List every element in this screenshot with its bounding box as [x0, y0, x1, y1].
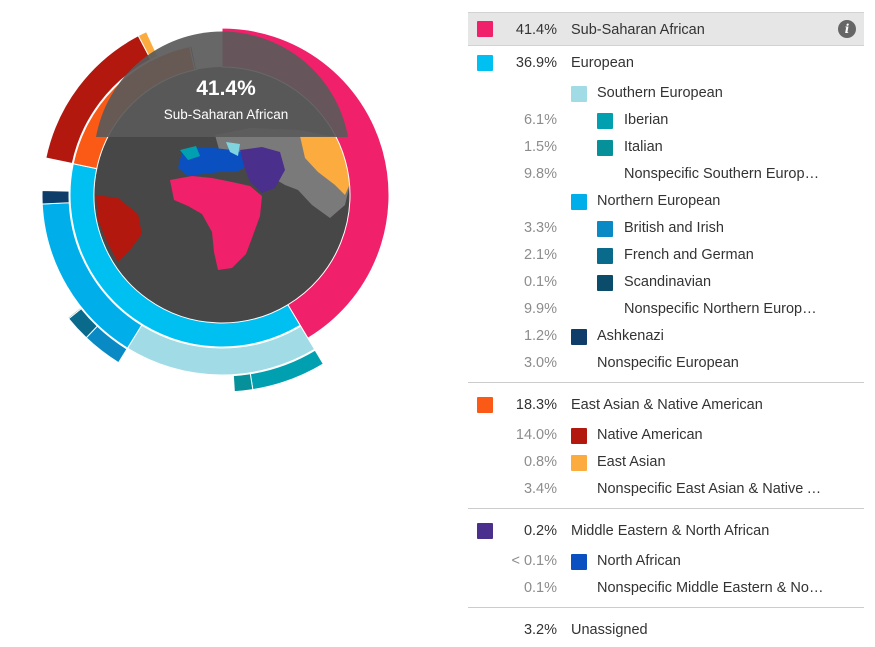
legend-percent: 3.4%	[523, 481, 557, 497]
legend-label: Italian	[624, 139, 663, 155]
legend-row-southern-european[interactable]: Southern European	[468, 80, 864, 107]
legend-percent: 3.3%	[523, 220, 557, 236]
map-region-east-asia	[300, 136, 350, 195]
map-region-south-america	[96, 195, 142, 262]
legend-row-british-and-irish[interactable]: 3.3% British and Irish	[468, 215, 864, 242]
legend-row-european[interactable]: 36.9% European	[468, 46, 864, 80]
legend-row-middle-eastern-north-african[interactable]: 0.2% Middle Eastern & North African	[468, 514, 864, 548]
swatch-native-american	[571, 427, 587, 444]
swatch-middle-eastern	[477, 523, 493, 539]
legend-label: Nonspecific Southern European	[624, 166, 820, 182]
center-label: Sub-Saharan African	[164, 107, 289, 122]
legend-label: Southern European	[597, 85, 723, 101]
legend-percent: < 0.1%	[511, 553, 557, 569]
ring2-ashkenazi[interactable]	[41, 189, 70, 205]
legend-row-northern-european[interactable]: Northern European	[468, 188, 864, 215]
legend-row-scandinavian[interactable]: 0.1% Scandinavian	[468, 269, 864, 296]
legend-percent: 0.8%	[523, 454, 557, 470]
legend-row-sub-saharan-african[interactable]: 41.4% Sub-Saharan African i	[468, 12, 864, 46]
legend-label: East Asian & Native American	[571, 397, 763, 413]
legend-label: Sub-Saharan African	[571, 22, 705, 38]
swatch-east-asian	[571, 454, 587, 471]
swatch-east-asian-native-american	[477, 397, 493, 413]
legend-percent: 3.2%	[523, 622, 557, 638]
legend-percent: 9.9%	[523, 301, 557, 317]
swatch-french-german	[597, 247, 613, 264]
legend-label: Nonspecific European	[597, 355, 739, 371]
legend-label: Nonspecific Middle Eastern & North Afric…	[597, 580, 824, 596]
legend-row-iberian[interactable]: 6.1% Iberian	[468, 107, 864, 134]
legend-label: British and Irish	[624, 220, 724, 236]
legend-label: East Asian	[597, 454, 666, 470]
legend-percent: 0.2%	[523, 523, 557, 539]
legend-row-east-asian-native-american[interactable]: 18.3% East Asian & Native American	[468, 388, 864, 422]
legend-divider	[468, 382, 864, 383]
legend-row-nonspecific-northern-european[interactable]: 9.9% Nonspecific Northern European	[468, 296, 864, 323]
legend-label: Nonspecific East Asian & Native American	[597, 481, 824, 497]
swatch-italian	[597, 139, 613, 156]
legend-percent: 14.0%	[515, 427, 557, 443]
legend-row-nonspecific-east-asian-native-american[interactable]: 3.4% Nonspecific East Asian & Native Ame…	[468, 476, 864, 503]
legend-label: Northern European	[597, 193, 721, 209]
swatch-british-irish	[597, 220, 613, 237]
legend-divider	[468, 508, 864, 509]
swatch-northern-european	[571, 193, 587, 210]
legend-row-ashkenazi[interactable]: 1.2% Ashkenazi	[468, 323, 864, 350]
ring3-italian[interactable]	[232, 373, 254, 393]
legend-label: Scandinavian	[624, 274, 712, 290]
legend-percent: 1.2%	[523, 328, 557, 344]
legend-label: Native American	[597, 427, 703, 443]
map-region-africa	[170, 176, 262, 270]
legend-row-nonspecific-southern-european[interactable]: 9.8% Nonspecific Southern European	[468, 161, 864, 188]
ancestry-rings[interactable]	[41, 18, 390, 393]
map-region-middle-east	[240, 147, 285, 193]
ancestry-composition-chart: 41.4% Sub-Saharan African	[0, 0, 440, 628]
center-label-band: 41.4% Sub-Saharan African	[96, 31, 348, 137]
legend-row-east-asian[interactable]: 0.8% East Asian	[468, 449, 864, 476]
legend-label: Nonspecific Northern European	[624, 301, 820, 317]
legend-row-nonspecific-european[interactable]: 3.0% Nonspecific European	[468, 350, 864, 377]
legend-label: North African	[597, 553, 681, 569]
legend-label: Unassigned	[571, 622, 648, 638]
legend-percent: 18.3%	[515, 397, 557, 413]
ring3-scandinavian[interactable]	[67, 307, 82, 320]
legend-row-nonspecific-middle-eastern[interactable]: 0.1% Nonspecific Middle Eastern & North …	[468, 575, 864, 602]
center-label-background	[96, 31, 348, 137]
legend-divider	[468, 607, 864, 608]
swatch-southern-european	[571, 85, 587, 102]
legend-percent: 0.1%	[523, 580, 557, 596]
map-region-italy	[226, 142, 240, 156]
swatch-scandinavian	[597, 274, 613, 291]
legend-row-north-african[interactable]: < 0.1% North African	[468, 548, 864, 575]
legend-percent: 6.1%	[523, 112, 557, 128]
ancestry-legend: 41.4% Sub-Saharan African i 36.9% Europe…	[468, 12, 864, 647]
swatch-ashkenazi	[571, 328, 587, 345]
legend-row-unassigned[interactable]: 3.2% Unassigned	[468, 613, 864, 647]
swatch-north-african	[571, 553, 587, 570]
legend-row-french-and-german[interactable]: 2.1% French and German	[468, 242, 864, 269]
swatch-sub-saharan	[477, 21, 493, 37]
legend-percent: 2.1%	[523, 247, 557, 263]
legend-label: Middle Eastern & North African	[571, 523, 770, 539]
legend-row-italian[interactable]: 1.5% Italian	[468, 134, 864, 161]
legend-label: Iberian	[624, 112, 669, 128]
legend-percent: 1.5%	[523, 139, 557, 155]
legend-percent: 41.4%	[515, 22, 557, 38]
legend-label: European	[571, 55, 634, 71]
legend-label: Ashkenazi	[597, 328, 664, 344]
center-percent: 41.4%	[196, 77, 256, 100]
legend-percent: 0.1%	[523, 274, 557, 290]
legend-percent: 36.9%	[515, 55, 557, 71]
ancestry-sunburst-svg: 41.4% Sub-Saharan African	[41, 18, 390, 393]
legend-percent: 3.0%	[523, 355, 557, 371]
map-region-iberia	[180, 146, 200, 160]
legend-label: French and German	[624, 247, 754, 263]
info-icon[interactable]: i	[838, 20, 856, 38]
legend-row-native-american[interactable]: 14.0% Native American	[468, 422, 864, 449]
swatch-european	[477, 55, 493, 71]
swatch-iberian	[597, 112, 613, 129]
legend-percent: 9.8%	[523, 166, 557, 182]
